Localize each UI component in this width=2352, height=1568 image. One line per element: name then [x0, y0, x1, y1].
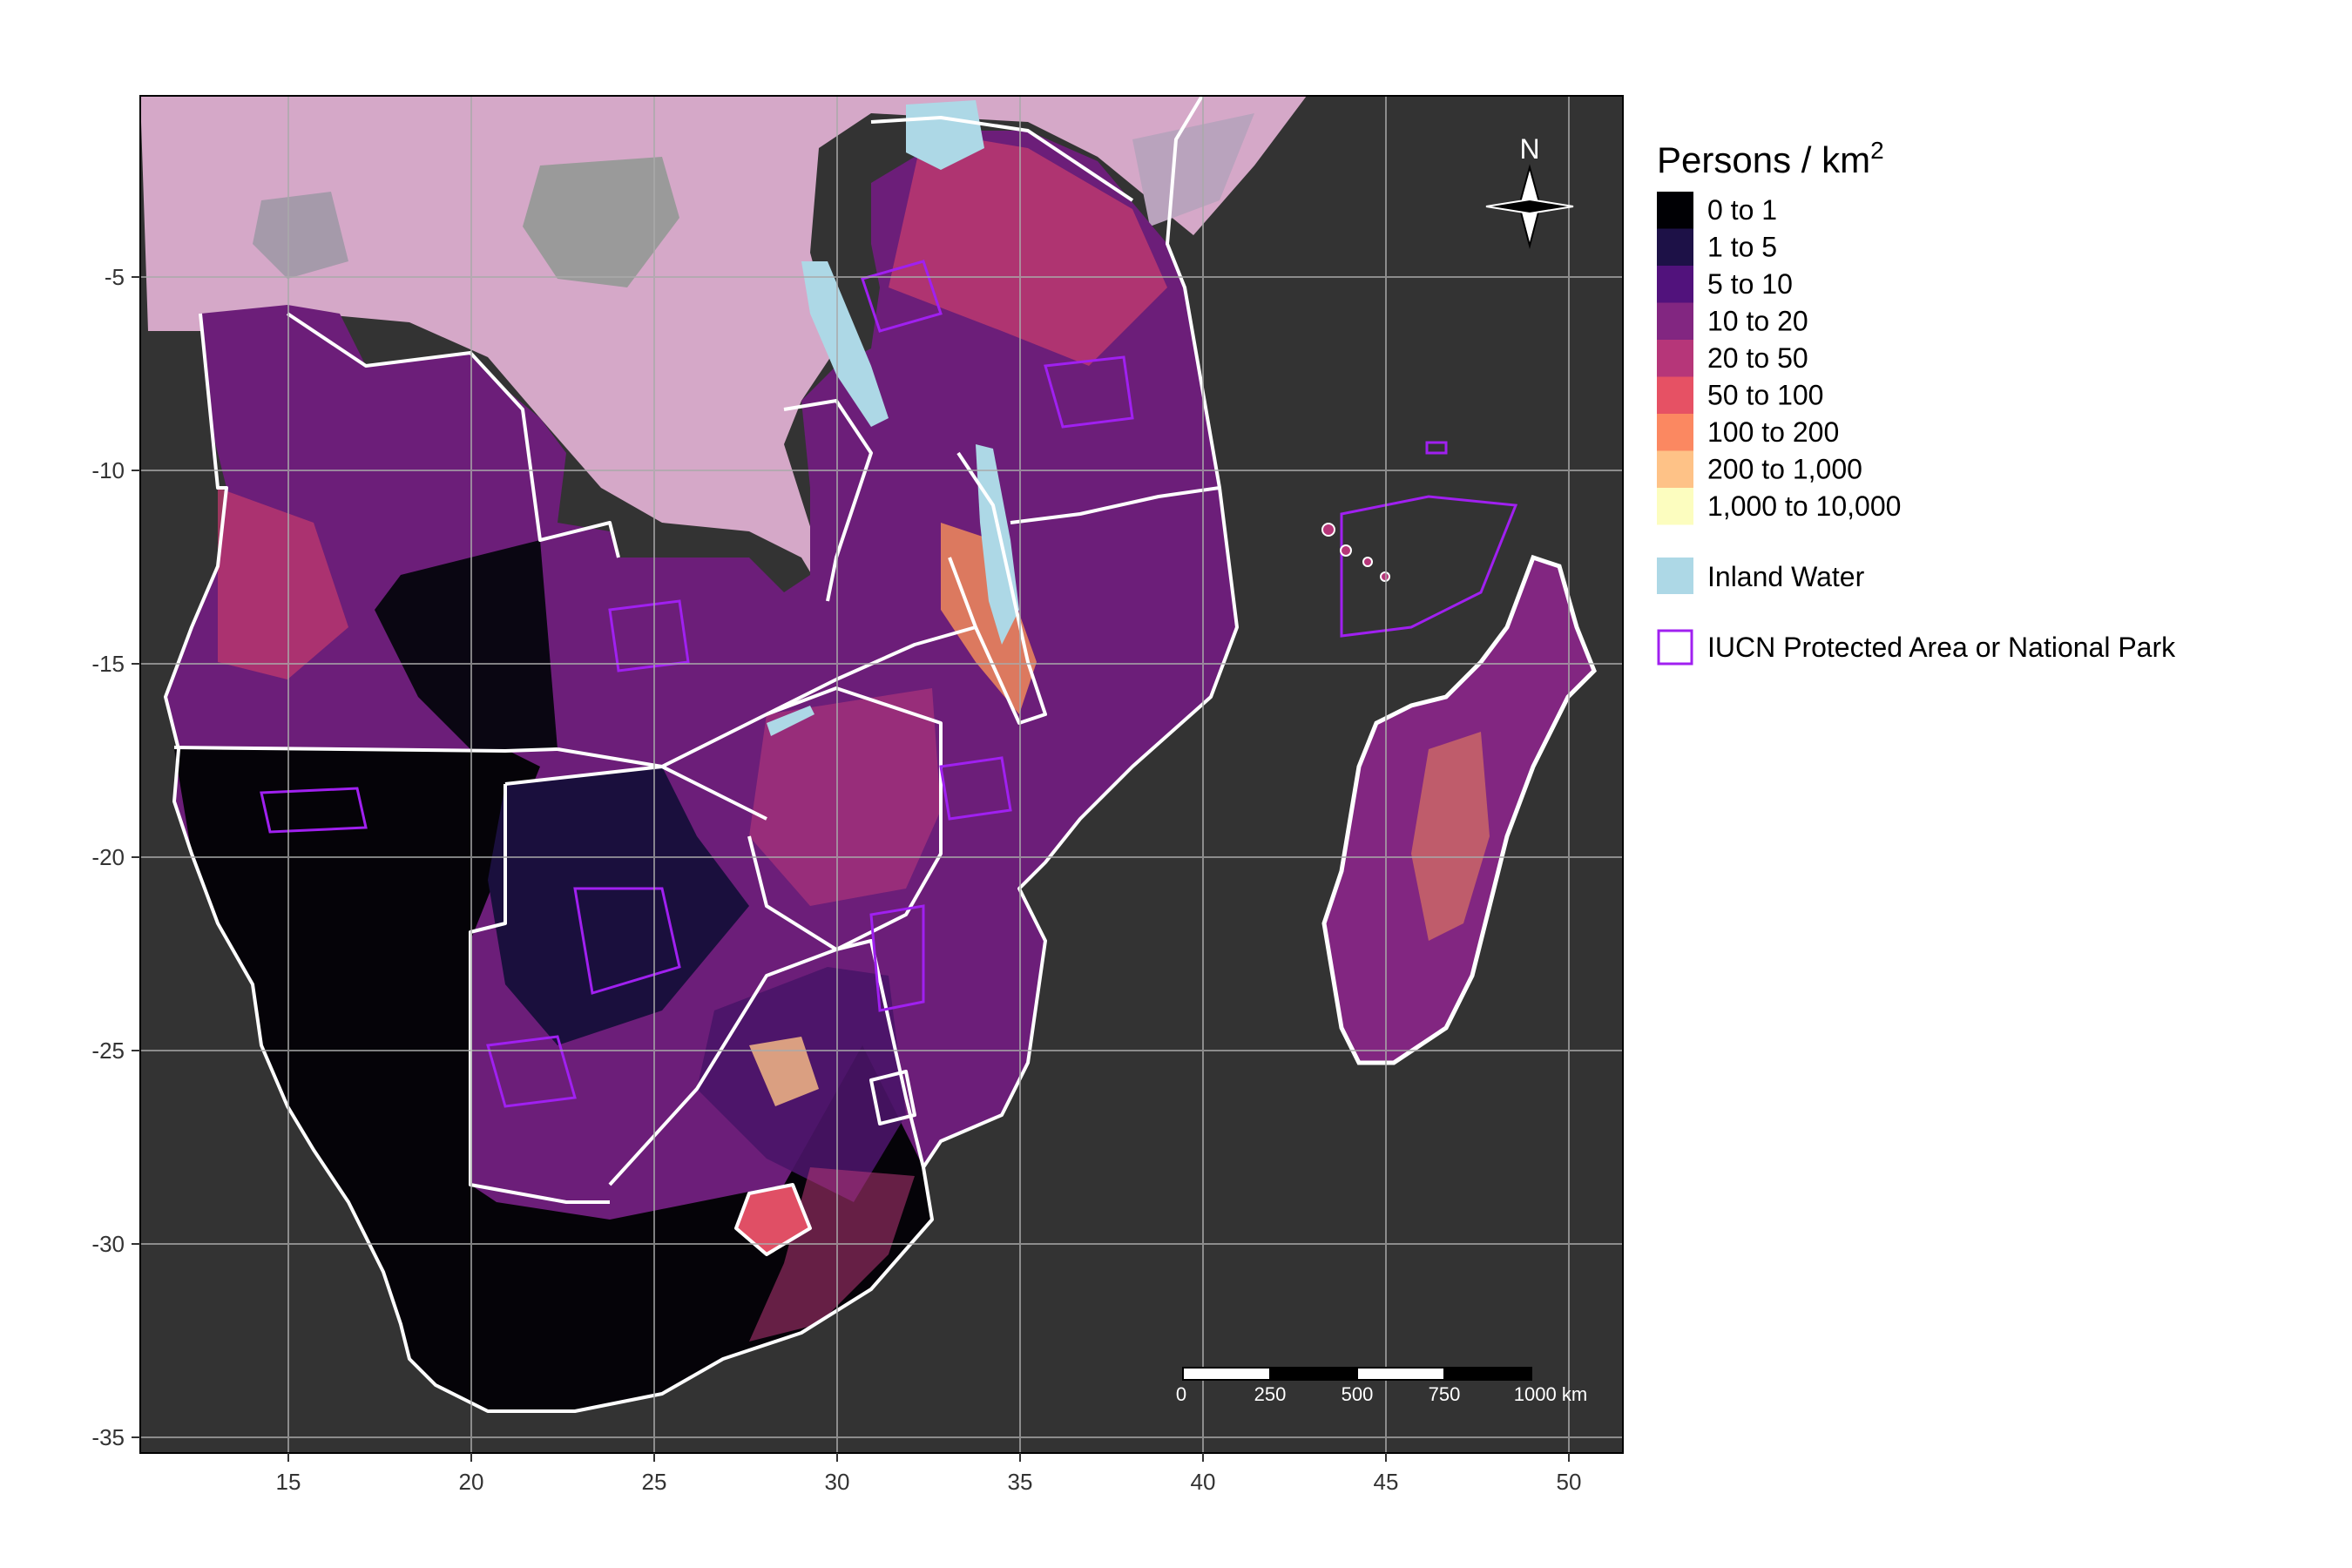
- x-tick-label: 50: [1557, 1469, 1582, 1495]
- legend-water-label: Inland Water: [1707, 561, 1865, 592]
- x-tick-label: 30: [825, 1469, 850, 1495]
- legend-swatch: [1657, 302, 1693, 340]
- border-zambia-zimbabwe: [557, 678, 837, 768]
- botswana-area: [488, 767, 749, 1045]
- x-tick-label: 25: [642, 1469, 667, 1495]
- border-tanzania-west: [870, 116, 1134, 202]
- x-tick-label: 15: [276, 1469, 301, 1495]
- legend-swatch: [1657, 414, 1693, 451]
- low-density-central: [375, 540, 558, 749]
- lake-kariba: [767, 706, 814, 736]
- urban-cluster-gauteng: [749, 1037, 819, 1106]
- protected-area: [1340, 495, 1518, 638]
- legend-protected-swatch: [1657, 629, 1693, 666]
- higher-density-east: [889, 131, 1167, 366]
- legend-water-swatch: [1657, 558, 1693, 594]
- legend-swatch: [1657, 192, 1693, 229]
- scale-bar: 0 250 500 750 1000 km: [1176, 1367, 1587, 1405]
- legend-swatch: [1657, 266, 1693, 303]
- northern-region-grey: [523, 157, 679, 287]
- low-density-southwest: [174, 749, 932, 1411]
- legend-class-label: 1 to 5: [1707, 232, 1777, 263]
- x-tick-label: 35: [1008, 1469, 1033, 1495]
- border-angola-south: [173, 746, 558, 753]
- y-tick-label: -15: [91, 651, 125, 677]
- legend-class-label: 1,000 to 10,000: [1707, 490, 1901, 522]
- border-swaziland: [869, 1070, 916, 1125]
- legend-class-label: 5 to 10: [1707, 268, 1793, 300]
- scale-label: 250: [1254, 1383, 1287, 1405]
- legend-swatch: [1657, 340, 1693, 377]
- legend-class-label: 200 to 1,000: [1707, 454, 1862, 485]
- scale-label: 750: [1429, 1383, 1461, 1405]
- legend-protected-label: IUCN Protected Area or National Park: [1707, 632, 2176, 663]
- protected-area: [939, 756, 1012, 821]
- border-zimbabwe-mozambique: [747, 686, 943, 951]
- higher-density-coast-sa: [749, 1167, 915, 1342]
- scale-label: 500: [1342, 1383, 1374, 1405]
- protected-area: [573, 887, 681, 995]
- legend-class-label: 20 to 50: [1707, 342, 1808, 374]
- higher-density-lake-corridor: [941, 523, 1037, 714]
- border-lesotho: [734, 1183, 812, 1256]
- legend-class-label: 100 to 200: [1707, 416, 1839, 448]
- scale-bar-segment: [1443, 1367, 1532, 1381]
- protected-area: [608, 599, 690, 672]
- legend-title-text: Persons / km: [1657, 139, 1870, 180]
- x-tick-label: 40: [1191, 1469, 1216, 1495]
- comoros-island: [1340, 544, 1352, 557]
- legend-swatch: [1657, 450, 1693, 488]
- compass-ew-icon: [1485, 198, 1574, 215]
- map-panel-frame: [139, 95, 1624, 1454]
- zimbabwe-area: [749, 688, 941, 906]
- legend-class-label: 50 to 100: [1707, 380, 1823, 411]
- x-tick-label: 20: [459, 1469, 484, 1495]
- comoros-island: [1362, 557, 1373, 567]
- y-tick-label: -10: [91, 457, 125, 483]
- legend-swatch: [1657, 228, 1693, 266]
- border-zambia-mozambique: [835, 625, 977, 681]
- scale-bar-segment: [1356, 1367, 1445, 1381]
- y-tick-label: -5: [105, 264, 125, 290]
- y-tick-label: -35: [91, 1424, 125, 1450]
- legend: Persons / km2 0 to 1 1 to 5 5 to 10 10 to 2…: [1657, 137, 2176, 666]
- scale-bar-segment: [1269, 1367, 1358, 1381]
- north-arrow-label: N: [1519, 133, 1539, 165]
- comoros-island: [1321, 523, 1335, 537]
- y-tick-label: -20: [91, 844, 125, 870]
- mainland-coastline: [164, 96, 1239, 1413]
- x-tick-label: 45: [1374, 1469, 1399, 1495]
- scale-label: 1000 km: [1514, 1383, 1587, 1405]
- north-arrow: N: [1485, 133, 1574, 249]
- protected-area: [869, 904, 925, 1012]
- legend-class-label: 10 to 20: [1707, 306, 1808, 337]
- legend-title: Persons / km2: [1657, 137, 1884, 180]
- legend-swatch: [1657, 488, 1693, 525]
- legend-swatch: [1657, 376, 1693, 414]
- madagascar-highlands: [1411, 732, 1490, 941]
- border-angola-zambia: [286, 312, 620, 558]
- protected-area: [486, 1035, 577, 1108]
- y-tick-label: -30: [91, 1231, 125, 1257]
- border-zambia-north: [783, 399, 873, 602]
- northern-region-grey-2: [253, 192, 348, 279]
- protected-area: [861, 260, 943, 333]
- higher-density-angola-west: [218, 488, 348, 679]
- scale-bar-segment: [1182, 1367, 1271, 1381]
- northern-region-grey-3: [1132, 113, 1254, 226]
- lesotho: [736, 1185, 810, 1254]
- protected-area: [1044, 355, 1134, 429]
- legend-title-superscript: 2: [1870, 137, 1884, 164]
- legend-class-label: 0 to 1: [1707, 194, 1777, 226]
- lake-tanganyika: [801, 261, 889, 427]
- y-tick-label: -25: [91, 1037, 125, 1064]
- protected-area: [260, 787, 368, 834]
- border-mozambique-tanzania: [1010, 486, 1220, 524]
- protected-area: [1425, 441, 1448, 455]
- scale-label: 0: [1176, 1383, 1186, 1405]
- northern-region: [140, 96, 1307, 601]
